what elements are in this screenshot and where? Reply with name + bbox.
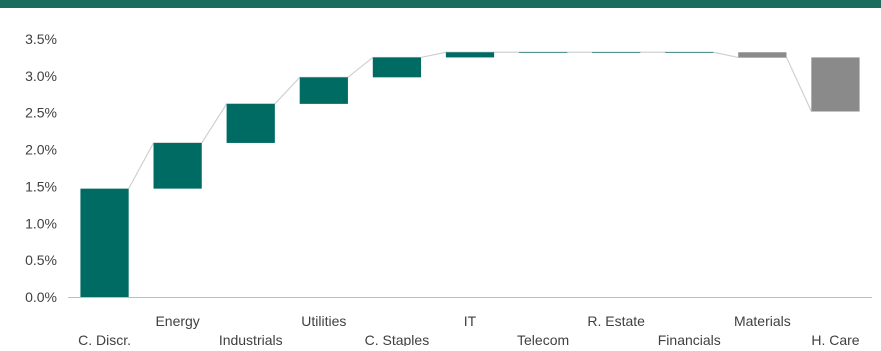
x-tick-label: Energy [155,313,199,329]
y-tick-label: 2.5% [25,105,57,121]
title-band [0,0,881,8]
y-tick-label: 2.0% [25,142,57,158]
bar-industrials [227,104,275,143]
y-axis: 0.0% 0.5% 1.0% 1.5% 2.0% 2.5% 3.0% 3.5% [25,31,57,305]
x-tick-label: Industrials [219,332,283,346]
bar-c-discr [80,189,128,297]
y-tick-label: 3.0% [25,68,57,84]
y-tick-label: 1.0% [25,215,57,231]
x-tick-label: Materials [734,313,791,329]
bar-h-care [811,57,859,111]
y-tick-label: 0.0% [25,289,57,305]
x-tick-label: C. Discr. [78,332,131,346]
bar-materials [738,52,786,57]
bars [80,52,859,297]
x-tick-label: Utilities [301,313,346,329]
bar-c-staples [373,57,421,77]
x-tick-label: R. Estate [587,313,645,329]
bar-telecom [519,52,567,53]
x-tick-label: Telecom [517,332,569,346]
y-tick-label: 1.5% [25,178,57,194]
x-tick-label: Financials [658,332,721,346]
x-tick-label: C. Staples [365,332,430,346]
bar-utilities [300,77,348,104]
bar-r-estate [592,52,640,53]
bar-financials [665,52,713,53]
x-tick-label: IT [464,313,477,329]
bar-it [446,52,494,57]
y-tick-label: 0.5% [25,252,57,268]
bar-energy [154,143,202,189]
y-tick-label: 3.5% [25,31,57,47]
x-axis: C. Discr. Energy Industrials Utilities C. St… [68,298,872,347]
x-tick-label: H. Care [811,332,859,346]
